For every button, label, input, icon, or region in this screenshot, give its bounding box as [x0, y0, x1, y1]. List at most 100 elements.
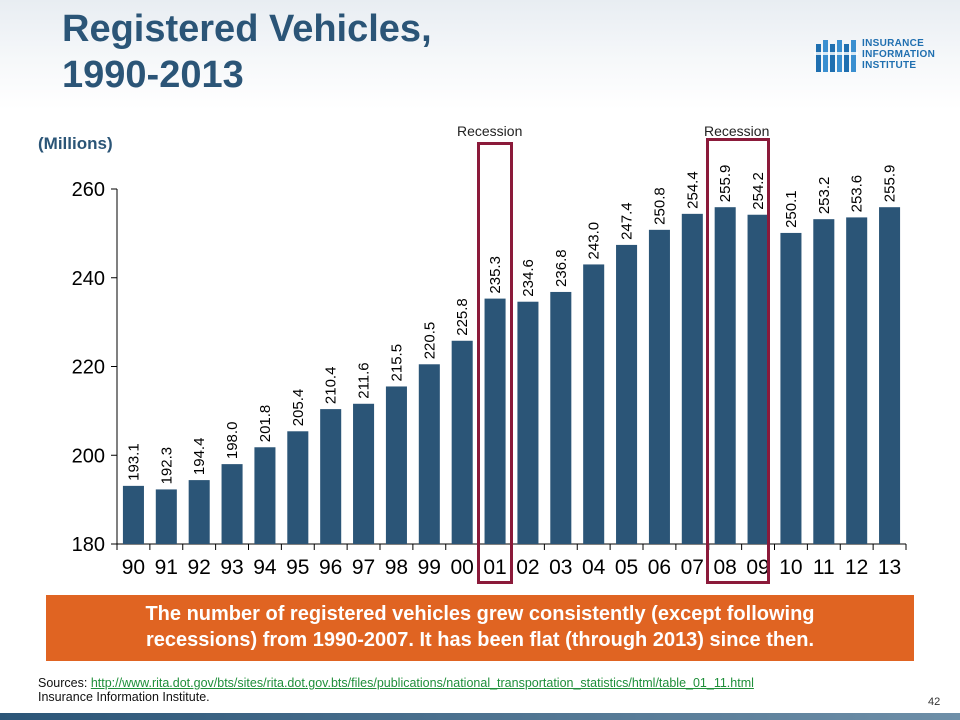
header-band	[0, 0, 960, 110]
bar	[846, 217, 868, 544]
bar	[648, 229, 670, 544]
x-tick-label: 01	[483, 556, 506, 579]
value-label: 225.8	[454, 298, 471, 336]
recession-box-2001	[477, 142, 513, 584]
value-label: 235.3	[487, 256, 504, 294]
x-tick-label: 10	[779, 556, 802, 579]
bar	[155, 489, 177, 544]
bar	[780, 232, 802, 544]
bar	[484, 298, 506, 544]
bar	[517, 301, 539, 544]
y-tick-label: 180	[72, 534, 105, 556]
bar-chart: 180 200 220 240 260 90 91 92 93 94 95 96 97 98 99 00 01…	[72, 165, 907, 579]
bar	[879, 207, 901, 544]
bar	[714, 207, 736, 544]
value-label: 198.0	[224, 422, 241, 460]
x-tick-label: 98	[385, 556, 408, 579]
bar	[188, 480, 210, 544]
sources: Sources: http://www.rita.dot.gov/bts/sit…	[38, 676, 754, 704]
bar	[385, 386, 407, 544]
bar	[254, 447, 276, 544]
x-tick-label: 92	[188, 556, 211, 579]
x-tick-label: 07	[681, 556, 704, 579]
y-tick-label: 220	[72, 357, 105, 379]
recession-label-2008: Recession	[704, 123, 770, 139]
title-line-2: 1990-2013	[62, 54, 244, 96]
recession-box-2008	[706, 138, 770, 584]
x-tick-label: 96	[319, 556, 342, 579]
bottom-bar	[0, 713, 960, 720]
value-label: 250.1	[783, 190, 800, 228]
y-tick-label: 260	[72, 179, 105, 201]
bar	[353, 403, 375, 544]
bar	[681, 213, 703, 544]
bar	[418, 364, 440, 544]
recession-label-2001: Recession	[457, 123, 523, 139]
x-tick-label: 04	[582, 556, 606, 579]
callout-box: The number of registered vehicles grew c…	[46, 595, 914, 661]
iii-logo: INSURANCE INFORMATION INSTITUTE	[814, 38, 960, 78]
y-tick-label: 240	[72, 268, 105, 290]
bar	[747, 214, 769, 545]
page-number: 42	[928, 696, 941, 708]
value-label: 255.9	[882, 165, 899, 203]
value-label: 254.4	[684, 171, 701, 209]
x-tick-label: 93	[220, 556, 243, 579]
x-tick-label: 00	[451, 556, 474, 579]
bar	[583, 264, 605, 544]
value-label: 234.6	[520, 259, 537, 297]
value-label: 247.4	[619, 202, 636, 240]
value-label: 210.4	[323, 367, 340, 405]
callout-line-1: The number of registered vehicles grew c…	[145, 603, 815, 625]
x-tick-label: 11	[813, 556, 835, 579]
value-label: 250.8	[651, 187, 668, 225]
bar	[122, 485, 144, 544]
sources-link[interactable]: http://www.rita.dot.gov/bts/sites/rita.d…	[90, 676, 754, 690]
units-label: (Millions)	[38, 134, 113, 153]
value-label: 205.4	[290, 389, 307, 427]
value-label: 211.6	[356, 362, 373, 398]
value-label: 194.4	[191, 438, 208, 476]
logo-line-1: INSURANCE	[862, 38, 925, 49]
x-tick-label: 13	[878, 556, 901, 579]
sources-line-2: Insurance Information Institute.	[38, 690, 210, 704]
value-labels: 193.1 192.3 194.4 198.0 201.8 205.4 210.4 211.6…	[125, 165, 898, 485]
bar	[320, 409, 342, 544]
bars	[122, 207, 901, 545]
x-tick-label: 12	[845, 556, 868, 579]
value-label: 236.8	[553, 249, 570, 287]
title-line-1: Registered Vehicles,	[62, 8, 432, 50]
bar	[451, 340, 473, 544]
x-tick-label: 95	[286, 556, 309, 579]
slide-title: Registered Vehicles, 1990-2013	[62, 6, 432, 98]
value-label: 254.2	[750, 172, 767, 210]
x-tick-label: 97	[352, 556, 375, 579]
logo-line-2: INFORMATION	[862, 49, 936, 60]
bar	[221, 464, 243, 544]
value-label: 201.8	[257, 405, 274, 443]
x-tick-label: 94	[253, 556, 277, 579]
x-tick-label: 02	[516, 556, 539, 579]
logo-text: INSURANCE INFORMATION INSTITUTE	[862, 38, 935, 71]
bar	[287, 431, 309, 544]
x-tick-label: 03	[549, 556, 572, 579]
callout-line-2: recessions) from 1990-2007. It has been …	[146, 629, 814, 651]
value-label: 243.0	[586, 222, 603, 260]
x-tick-label: 05	[615, 556, 638, 579]
sources-prefix: Sources:	[38, 676, 91, 690]
x-tick-label: 91	[155, 556, 178, 579]
x-tick-label: 08	[714, 556, 737, 579]
x-tick-label: 99	[418, 556, 441, 579]
value-label: 192.3	[158, 447, 175, 485]
value-label: 215.5	[388, 344, 405, 382]
x-tick-label: 90	[122, 556, 145, 579]
value-label: 255.9	[717, 165, 734, 203]
iii-logo-icon	[814, 40, 858, 72]
bar	[813, 219, 835, 545]
bar	[616, 244, 638, 544]
value-label: 220.5	[421, 322, 438, 360]
x-tick-label: 06	[648, 556, 671, 579]
y-tick-label: 200	[72, 445, 105, 467]
value-label: 193.1	[125, 443, 142, 481]
value-label: 253.2	[816, 177, 833, 215]
